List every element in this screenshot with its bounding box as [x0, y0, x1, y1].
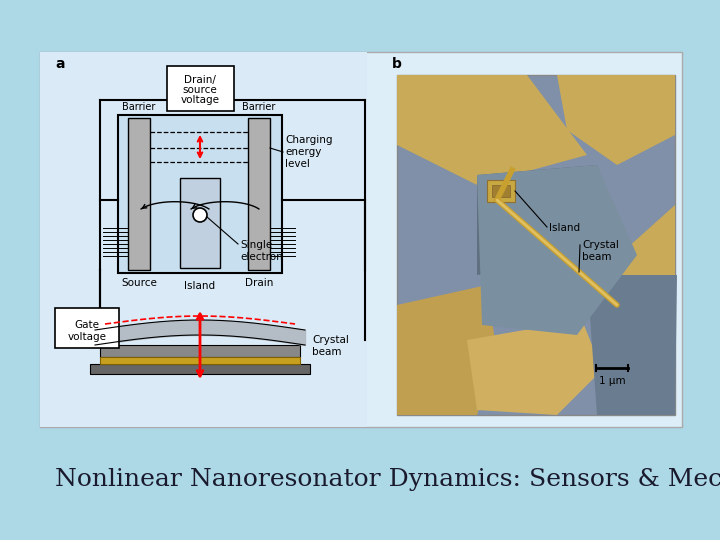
Text: Barrier: Barrier: [122, 102, 156, 112]
Bar: [40, 52, 367, 427]
Text: Single: Single: [240, 240, 272, 250]
Text: electron: electron: [240, 252, 283, 262]
Polygon shape: [587, 275, 677, 415]
Polygon shape: [557, 75, 675, 165]
Polygon shape: [477, 165, 627, 275]
Bar: [118, 115, 282, 273]
Text: source: source: [183, 85, 217, 95]
Bar: [90, 364, 310, 374]
Text: Barrier: Barrier: [243, 102, 276, 112]
Text: energy: energy: [285, 147, 321, 157]
Text: Source: Source: [121, 278, 157, 288]
Polygon shape: [597, 205, 675, 325]
Text: Crystal: Crystal: [312, 335, 349, 345]
Polygon shape: [397, 285, 497, 415]
Bar: [248, 118, 270, 270]
Text: b: b: [392, 57, 402, 71]
Bar: [100, 345, 300, 357]
Text: Gate: Gate: [74, 320, 99, 330]
Text: Drain: Drain: [245, 278, 273, 288]
FancyBboxPatch shape: [166, 65, 233, 111]
Bar: [40, 52, 682, 427]
Text: Island: Island: [184, 281, 215, 291]
Text: a: a: [55, 57, 65, 71]
Bar: [397, 75, 675, 415]
Bar: [180, 178, 220, 268]
Circle shape: [193, 208, 207, 222]
Bar: [492, 185, 510, 197]
Text: Crystal: Crystal: [582, 240, 619, 250]
Bar: [487, 180, 515, 202]
Text: beam: beam: [312, 347, 341, 357]
Polygon shape: [477, 165, 637, 335]
Text: Island: Island: [549, 223, 580, 233]
Polygon shape: [397, 75, 587, 185]
FancyBboxPatch shape: [55, 308, 119, 348]
Text: level: level: [285, 159, 310, 169]
Text: 1 μm: 1 μm: [599, 376, 625, 386]
Bar: [128, 118, 150, 270]
Text: beam: beam: [582, 252, 611, 262]
Text: Drain/: Drain/: [184, 75, 216, 85]
Text: Charging: Charging: [285, 135, 333, 145]
Bar: [100, 357, 300, 364]
Polygon shape: [467, 320, 602, 415]
Text: voltage: voltage: [181, 95, 220, 105]
Text: voltage: voltage: [68, 332, 107, 342]
Text: Nonlinear Nanoresonator Dynamics: Sensors & Mechanisms: Nonlinear Nanoresonator Dynamics: Sensor…: [55, 468, 720, 491]
